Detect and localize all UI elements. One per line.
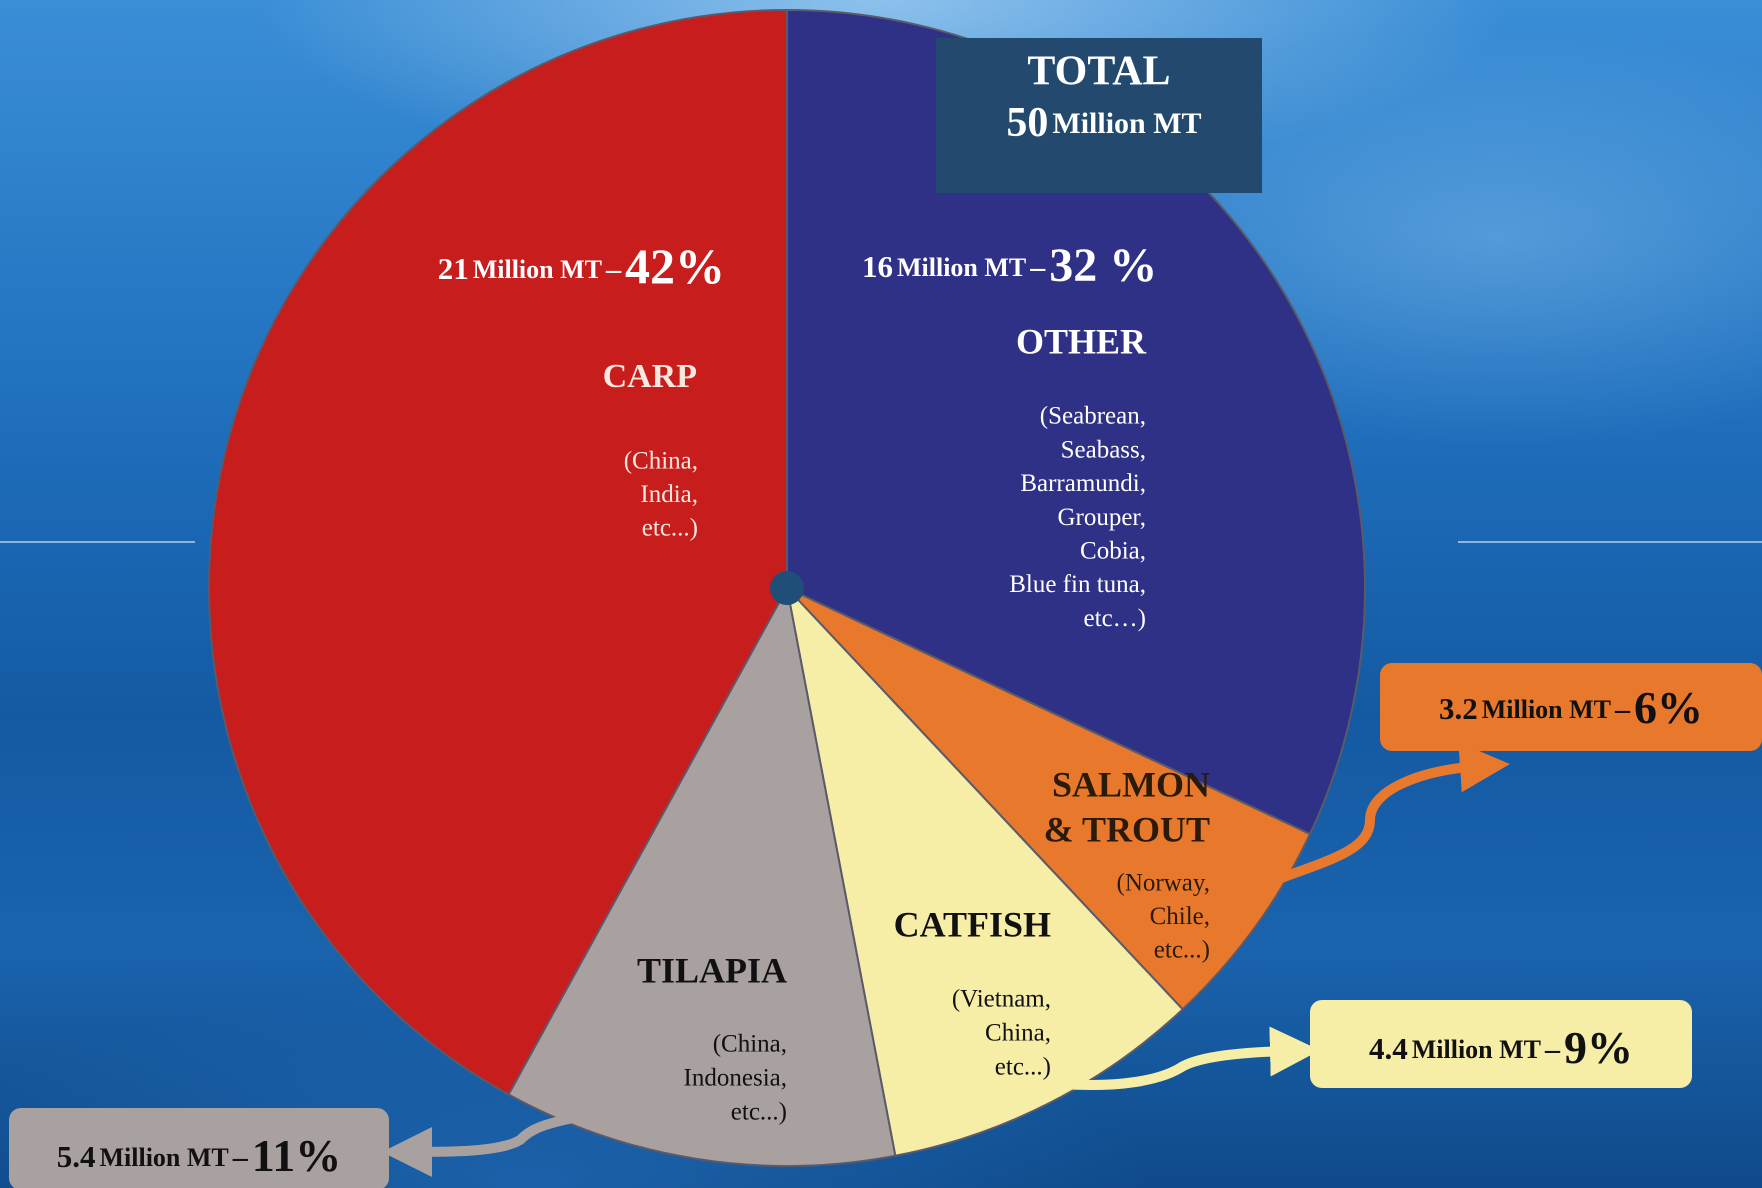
amount-unit: Million MT bbox=[1412, 1035, 1541, 1064]
percent-label: 32 % bbox=[1049, 239, 1157, 292]
amount-number: 16 bbox=[862, 249, 893, 284]
chart: TOTAL 50 Million MT OTHER (Seabrean, Seaba… bbox=[0, 0, 1762, 1188]
slice-name: SALMON bbox=[1052, 764, 1210, 804]
separator: – bbox=[1614, 693, 1631, 726]
amount-unit: Million MT bbox=[1482, 695, 1611, 724]
slice-note: India, bbox=[640, 481, 698, 508]
slice-note: (Vietnam, bbox=[952, 986, 1051, 1013]
slice-note: (Seabrean, bbox=[1040, 403, 1146, 430]
callout-arrow bbox=[412, 1118, 573, 1152]
amount-unit: Million MT bbox=[100, 1143, 229, 1172]
total-value: 50 Million MT bbox=[1006, 100, 1201, 146]
slice-note: Blue fin tuna, bbox=[1009, 571, 1146, 598]
percent-label: 6% bbox=[1634, 682, 1703, 733]
slice-note: (China, bbox=[713, 1031, 787, 1058]
slice-note: China, bbox=[985, 1020, 1051, 1047]
slice-note: Cobia, bbox=[1080, 538, 1146, 565]
amount-number: 4.4 bbox=[1369, 1031, 1408, 1066]
slice-note: etc...) bbox=[731, 1099, 787, 1126]
amount-number: 5.4 bbox=[57, 1139, 96, 1174]
slice-note: Grouper, bbox=[1057, 504, 1146, 531]
separator: – bbox=[1029, 251, 1046, 284]
slice-note: (Norway, bbox=[1117, 870, 1210, 897]
separator: – bbox=[232, 1141, 249, 1174]
total-label: TOTAL bbox=[1027, 49, 1170, 95]
slice-note: Seabass, bbox=[1061, 436, 1146, 463]
amount-unit: Million MT bbox=[473, 255, 602, 284]
slice-note: etc...) bbox=[642, 515, 698, 542]
percent-label: 42% bbox=[625, 238, 725, 294]
slice-name: OTHER bbox=[1016, 321, 1147, 361]
slice-note: Indonesia, bbox=[684, 1065, 787, 1092]
amount-unit: Million MT bbox=[897, 253, 1026, 282]
slice-note: etc…) bbox=[1084, 605, 1146, 632]
separator: – bbox=[1544, 1033, 1561, 1066]
slice-name: CARP bbox=[603, 358, 697, 395]
amount-number: 3.2 bbox=[1439, 691, 1478, 726]
slice-name: & TROUT bbox=[1044, 809, 1210, 849]
amount-number: 21 bbox=[438, 251, 469, 286]
slice-note: Barramundi, bbox=[1020, 470, 1146, 497]
separator: – bbox=[605, 253, 622, 286]
slice-note: etc...) bbox=[995, 1054, 1051, 1081]
slice-name: CATFISH bbox=[894, 904, 1051, 944]
center-dot bbox=[770, 571, 804, 605]
slice-note: etc...) bbox=[1154, 937, 1210, 964]
slice-name: TILAPIA bbox=[637, 950, 787, 990]
slide: TOTAL 50 Million MT OTHER (Seabrean, Seaba… bbox=[0, 0, 1762, 1188]
slice-note: (China, bbox=[624, 448, 698, 475]
slice-note: Chile, bbox=[1150, 903, 1210, 930]
percent-label: 11% bbox=[252, 1130, 341, 1181]
percent-label: 9% bbox=[1564, 1022, 1633, 1073]
total-unit: Million MT bbox=[1052, 107, 1201, 140]
total-number: 50 bbox=[1006, 100, 1048, 146]
